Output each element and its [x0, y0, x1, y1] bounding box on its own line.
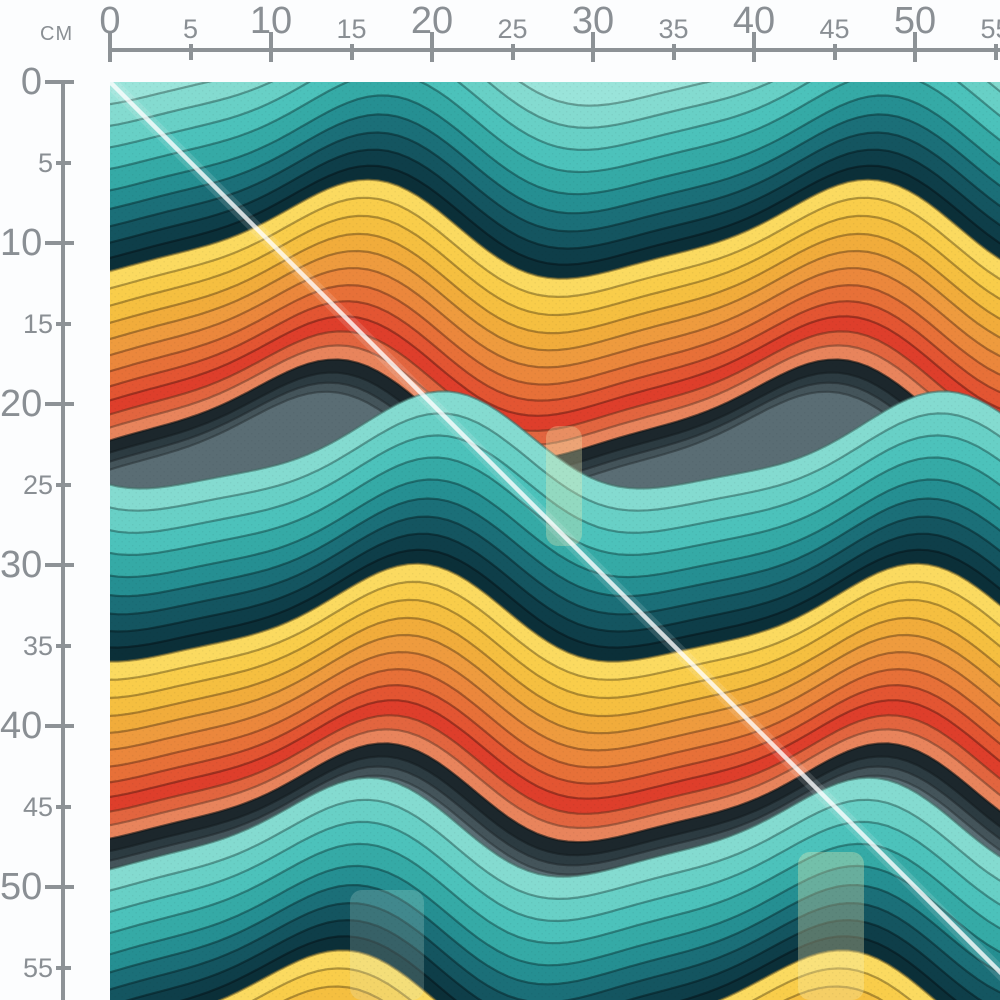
- ruler-left-tick: [56, 160, 71, 165]
- ruler-top-tick-label: 5: [182, 14, 199, 44]
- ruler-left-tick-label: 35: [22, 630, 53, 661]
- ruler-left-tick: [45, 885, 74, 889]
- ruler-top-tick-label: 10: [249, 0, 293, 42]
- ruler-left-tick-label: 5: [37, 147, 53, 178]
- ruler-left-tick: [45, 402, 74, 406]
- fabric-preview: [110, 82, 1000, 1000]
- ruler-top-line: [110, 48, 1000, 52]
- ruler-left-tick-label: 10: [0, 222, 43, 264]
- ruler-top-tick: [188, 44, 193, 60]
- ruler-top-tick: [671, 44, 676, 60]
- ruler-left-tick-label: 50: [0, 866, 43, 908]
- ruler-left-tick-label: 30: [0, 544, 43, 586]
- ruler-top-tick-label: 50: [893, 0, 937, 42]
- ruler-left-tick: [56, 482, 71, 487]
- ruler-left-tick-label: 15: [22, 308, 53, 339]
- ruler-top-tick: [510, 44, 515, 60]
- ruler-left-tick-label: 55: [22, 952, 53, 983]
- ruler-top-tick-label: 35: [658, 14, 689, 44]
- ruler-left-tick: [56, 965, 71, 970]
- ruler-left-tick: [56, 643, 71, 648]
- ruler-top-tick: [430, 32, 434, 62]
- ruler-top-tick: [752, 32, 756, 62]
- ruler-left-tick: [45, 241, 74, 245]
- ruler-top-tick: [108, 32, 112, 62]
- ruler-left-tick-label: 20: [0, 383, 43, 425]
- ruler-left-tick: [56, 321, 71, 326]
- ruler-left-tick: [45, 80, 74, 84]
- ruler-top-tick-label: 30: [571, 0, 615, 42]
- ruler-top-tick: [269, 32, 273, 62]
- ruler-left-tick: [45, 724, 74, 728]
- watermark-diagonal-line: [110, 82, 1000, 982]
- ruler-left-line: [61, 80, 65, 1000]
- ruler-top-tick-label: 0: [99, 0, 121, 42]
- ruler-top-tick-label: 25: [497, 14, 528, 44]
- ruler-top-tick: [832, 44, 837, 60]
- ruler-left-tick-label: 45: [22, 791, 53, 822]
- ruler-top-tick: [349, 44, 354, 60]
- ruler-top-tick-label: 40: [732, 0, 776, 42]
- ruler-top-tick-label: 20: [410, 0, 454, 42]
- fabric-pattern-image: [110, 82, 1000, 1000]
- ruler-top-tick-label: 55: [980, 14, 1000, 44]
- ruler-top-tick-label: 45: [819, 14, 850, 44]
- ruler-top-tick: [913, 32, 917, 62]
- ruler-top-tick: [993, 44, 998, 60]
- ruler-left-tick-label: 40: [0, 705, 43, 747]
- ruler-left-tick-label: 0: [20, 61, 42, 103]
- ruler-top-tick: [591, 32, 595, 62]
- ruler-left-tick: [45, 563, 74, 567]
- ruler-left-tick: [56, 804, 71, 809]
- unit-label: CM: [40, 23, 74, 45]
- ruler-left-tick-label: 25: [22, 469, 53, 500]
- ruler-top-tick-label: 15: [336, 14, 367, 44]
